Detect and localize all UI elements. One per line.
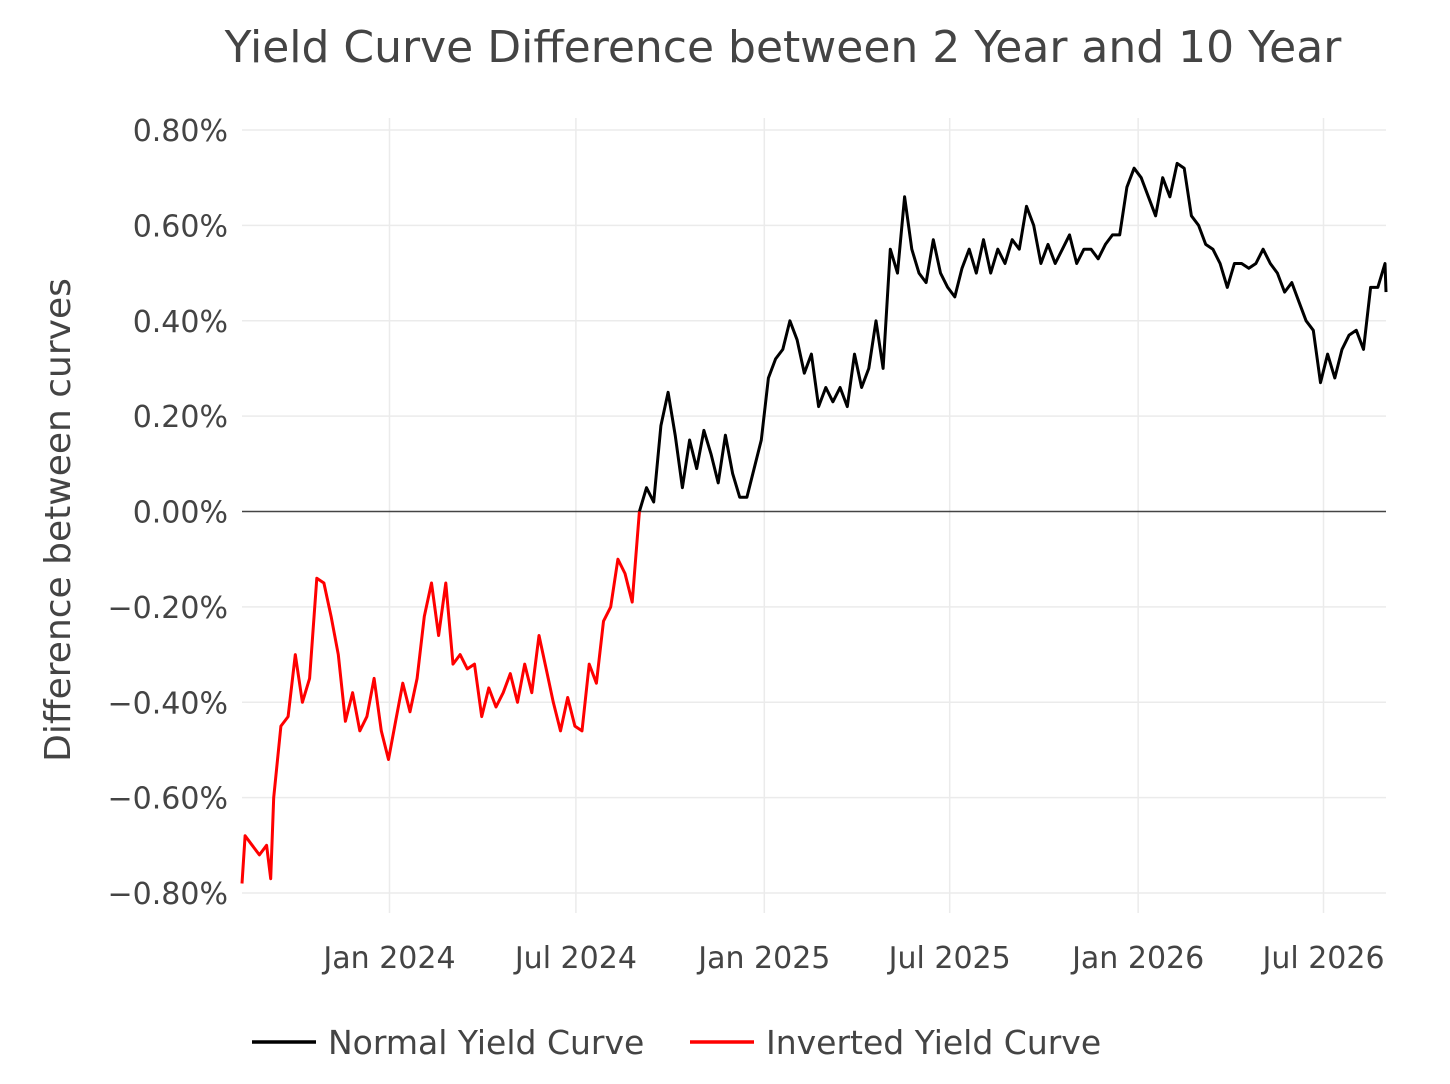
- x-tick-label: Jan 2026: [1070, 941, 1204, 976]
- y-tick-label: 0.40%: [133, 305, 228, 340]
- series-line-1: [240, 511, 641, 884]
- chart-title: Yield Curve Difference between 2 Year an…: [224, 22, 1343, 73]
- legend-label: Normal Yield Curve: [328, 1023, 644, 1062]
- y-tick-label: 0.80%: [133, 114, 228, 149]
- x-tick-label: Jul 2026: [1260, 941, 1384, 976]
- series-layer: [240, 161, 1388, 884]
- y-tick-label: 0.20%: [133, 400, 228, 435]
- x-tick-labels: Jan 2024 Jul 2024 Jan 2025 Jul 2025 Jan 2026…: [321, 941, 1384, 976]
- x-tick-label: Jan 2024: [321, 941, 455, 976]
- grid-layer: [242, 118, 1386, 913]
- x-tick-label: Jul 2024: [513, 941, 637, 976]
- series-line-0: [637, 161, 1388, 512]
- y-tick-labels: 0.80% 0.60% 0.40% 0.20% 0.00% −0.20% −0.40% −0.…: [108, 114, 228, 912]
- x-tick-label: Jul 2025: [887, 941, 1011, 976]
- y-tick-label: 0.60%: [133, 209, 228, 244]
- y-tick-label: 0.00%: [133, 496, 228, 531]
- y-tick-label: −0.40%: [108, 686, 228, 721]
- y-tick-label: −0.20%: [108, 591, 228, 626]
- legend: Normal Yield Curve Inverted Yield Curve: [252, 1023, 1101, 1062]
- y-tick-label: −0.80%: [108, 877, 228, 912]
- y-tick-label: −0.60%: [108, 782, 228, 817]
- x-tick-label: Jan 2025: [696, 941, 830, 976]
- legend-label: Inverted Yield Curve: [766, 1023, 1101, 1062]
- y-axis-label: Difference between curves: [38, 278, 79, 762]
